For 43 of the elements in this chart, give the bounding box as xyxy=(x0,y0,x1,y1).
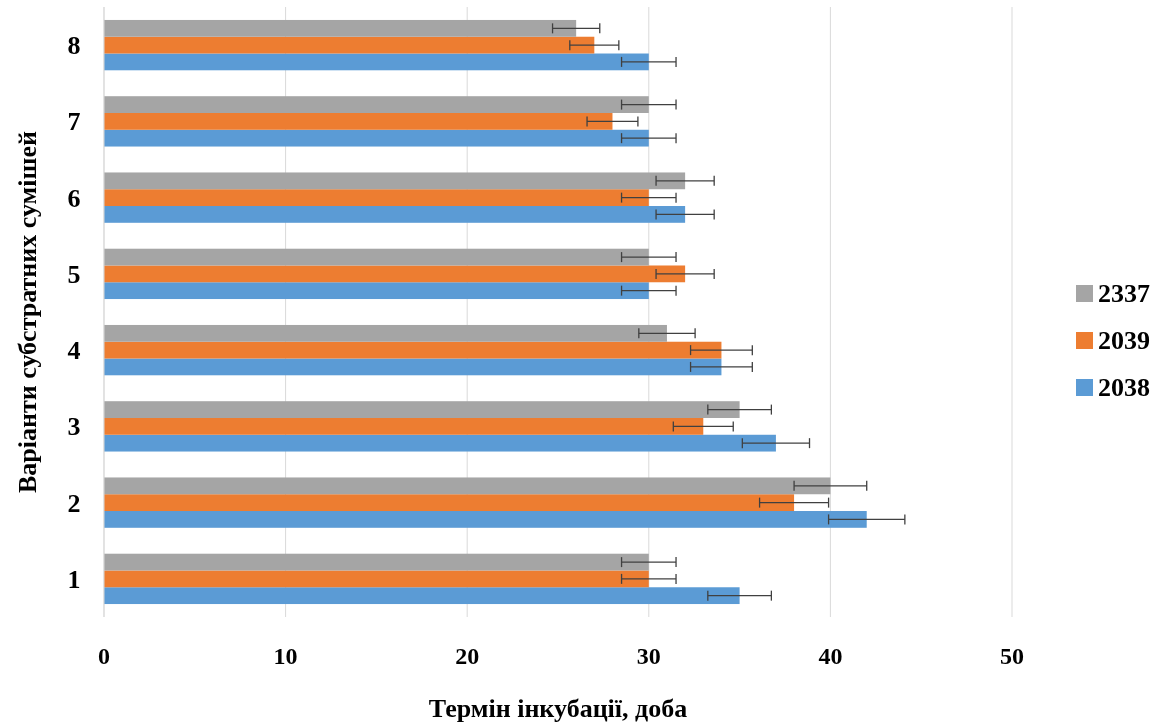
bar xyxy=(104,477,831,495)
bar xyxy=(104,341,722,359)
x-axis-title: Термін інкубації, доба xyxy=(428,694,688,723)
legend-label: 2337 xyxy=(1098,279,1150,308)
bar xyxy=(104,401,740,418)
bar xyxy=(104,587,740,605)
x-tick-label: 0 xyxy=(98,643,110,669)
bar xyxy=(104,189,649,207)
y-axis-title: Варіанти субстратних сумішей xyxy=(13,130,42,494)
bar xyxy=(104,248,649,266)
bar xyxy=(104,53,649,71)
y-tick-label: 1 xyxy=(67,564,81,594)
bar xyxy=(104,19,577,37)
y-tick-label: 3 xyxy=(67,412,81,442)
y-tick-label: 8 xyxy=(67,31,81,61)
y-tick-label: 5 xyxy=(67,259,81,289)
bar xyxy=(104,112,613,130)
y-tick-label: 7 xyxy=(67,107,81,137)
bar xyxy=(104,96,649,113)
legend-label: 2038 xyxy=(1098,373,1150,402)
y-tick-label: 4 xyxy=(67,336,81,366)
x-tick-label: 20 xyxy=(455,643,480,669)
bar xyxy=(104,36,595,54)
bar xyxy=(104,172,686,190)
bar xyxy=(104,494,795,512)
bar xyxy=(104,265,686,283)
bar xyxy=(104,129,649,147)
bar xyxy=(104,511,867,528)
bar xyxy=(104,434,776,452)
bar xyxy=(104,282,649,300)
bar xyxy=(104,553,649,571)
bar xyxy=(104,570,649,588)
bar xyxy=(104,417,704,435)
legend-label: 2039 xyxy=(1098,326,1150,355)
bar xyxy=(104,358,722,376)
bar xyxy=(104,324,667,342)
x-tick-label: 50 xyxy=(1000,643,1024,669)
x-tick-label: 10 xyxy=(273,643,298,669)
bar xyxy=(104,206,686,223)
x-tick-label: 30 xyxy=(636,643,661,669)
y-tick-label: 2 xyxy=(67,488,81,518)
y-tick-label: 6 xyxy=(67,183,81,213)
x-tick-label: 40 xyxy=(818,643,843,669)
